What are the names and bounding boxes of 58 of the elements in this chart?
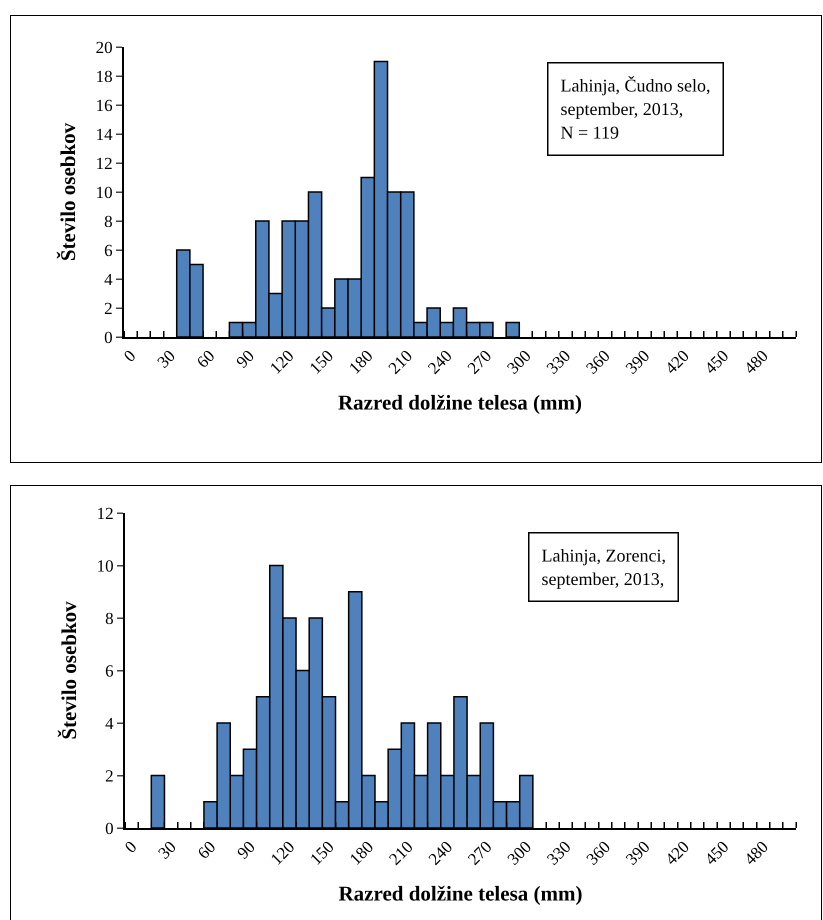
x-tick-label: 270 xyxy=(464,346,496,378)
x-tick-label: 90 xyxy=(233,837,259,863)
x-tick-label: 360 xyxy=(582,837,614,869)
y-tick-label: 6 xyxy=(105,661,114,680)
x-tick-label: 330 xyxy=(543,837,575,869)
x-tick-label: 480 xyxy=(740,837,772,869)
x-tick-label: 180 xyxy=(345,346,377,378)
x-tick-label: 240 xyxy=(424,346,456,378)
y-tick-label: 4 xyxy=(104,270,114,289)
x-tick-label: 30 xyxy=(154,837,180,863)
y-tick-label: 4 xyxy=(105,714,114,733)
x-tick-label: 0 xyxy=(120,346,140,366)
x-axis-title: Razred dolžine telesa (mm) xyxy=(338,881,582,906)
y-tick-label: 2 xyxy=(104,298,113,318)
y-tick-label: 0 xyxy=(104,328,113,347)
x-tick-label: 150 xyxy=(306,346,338,378)
x-tick-label: 210 xyxy=(384,346,416,378)
x-tick-label: 480 xyxy=(740,346,772,378)
x-tick-label: 150 xyxy=(306,837,338,869)
x-tick-label: 390 xyxy=(622,346,654,378)
y-tick-label: 8 xyxy=(104,212,113,231)
x-tick-label: 60 xyxy=(194,837,220,863)
x-tick-label: 210 xyxy=(385,837,417,869)
y-axis-title: Število osebkov xyxy=(56,122,80,262)
x-tick-label: 360 xyxy=(582,346,614,378)
annotation: Lahinja, Čudno selo, september, 2013, N = 119 xyxy=(560,76,710,142)
x-tick-label: 420 xyxy=(662,837,694,869)
x-tick-label: 180 xyxy=(346,837,378,869)
x-tick-label: 0 xyxy=(120,837,140,857)
annotation: Lahinja, Zorenci, september, 2013, xyxy=(542,546,666,589)
x-tick-label: 60 xyxy=(193,346,218,372)
y-tick-label: 20 xyxy=(96,38,113,57)
x-tick-label: 240 xyxy=(424,837,456,869)
y-tick-label: 12 xyxy=(96,504,114,523)
x-tick-label: 120 xyxy=(266,346,298,378)
y-tick-label: 10 xyxy=(96,182,113,202)
y-tick-label: 6 xyxy=(104,240,113,260)
x-tick-label: 420 xyxy=(661,346,693,378)
y-axis-title: Število osebkov xyxy=(57,600,82,740)
x-tick-label: 300 xyxy=(504,837,536,869)
y-tick-label: 12 xyxy=(96,154,113,173)
y-tick-label: 0 xyxy=(105,818,114,838)
y-tick-label: 18 xyxy=(96,66,113,86)
x-tick-label: 270 xyxy=(464,837,496,869)
y-tick-label: 8 xyxy=(105,608,114,628)
x-tick-label: 120 xyxy=(266,837,298,869)
y-tick-label: 2 xyxy=(105,766,114,786)
x-tick-label: 390 xyxy=(622,837,654,869)
x-axis-title: Razred dolžine telesa (mm) xyxy=(338,390,582,414)
y-tick-label: 10 xyxy=(96,556,114,576)
x-tick-label: 90 xyxy=(232,346,258,372)
x-tick-label: 330 xyxy=(542,346,574,378)
x-tick-label: 450 xyxy=(701,837,732,869)
x-tick-label: 30 xyxy=(154,346,179,372)
y-tick-label: 14 xyxy=(96,124,114,144)
y-tick-label: 16 xyxy=(96,96,113,115)
x-tick-label: 300 xyxy=(503,346,535,378)
x-tick-label: 450 xyxy=(700,346,732,378)
